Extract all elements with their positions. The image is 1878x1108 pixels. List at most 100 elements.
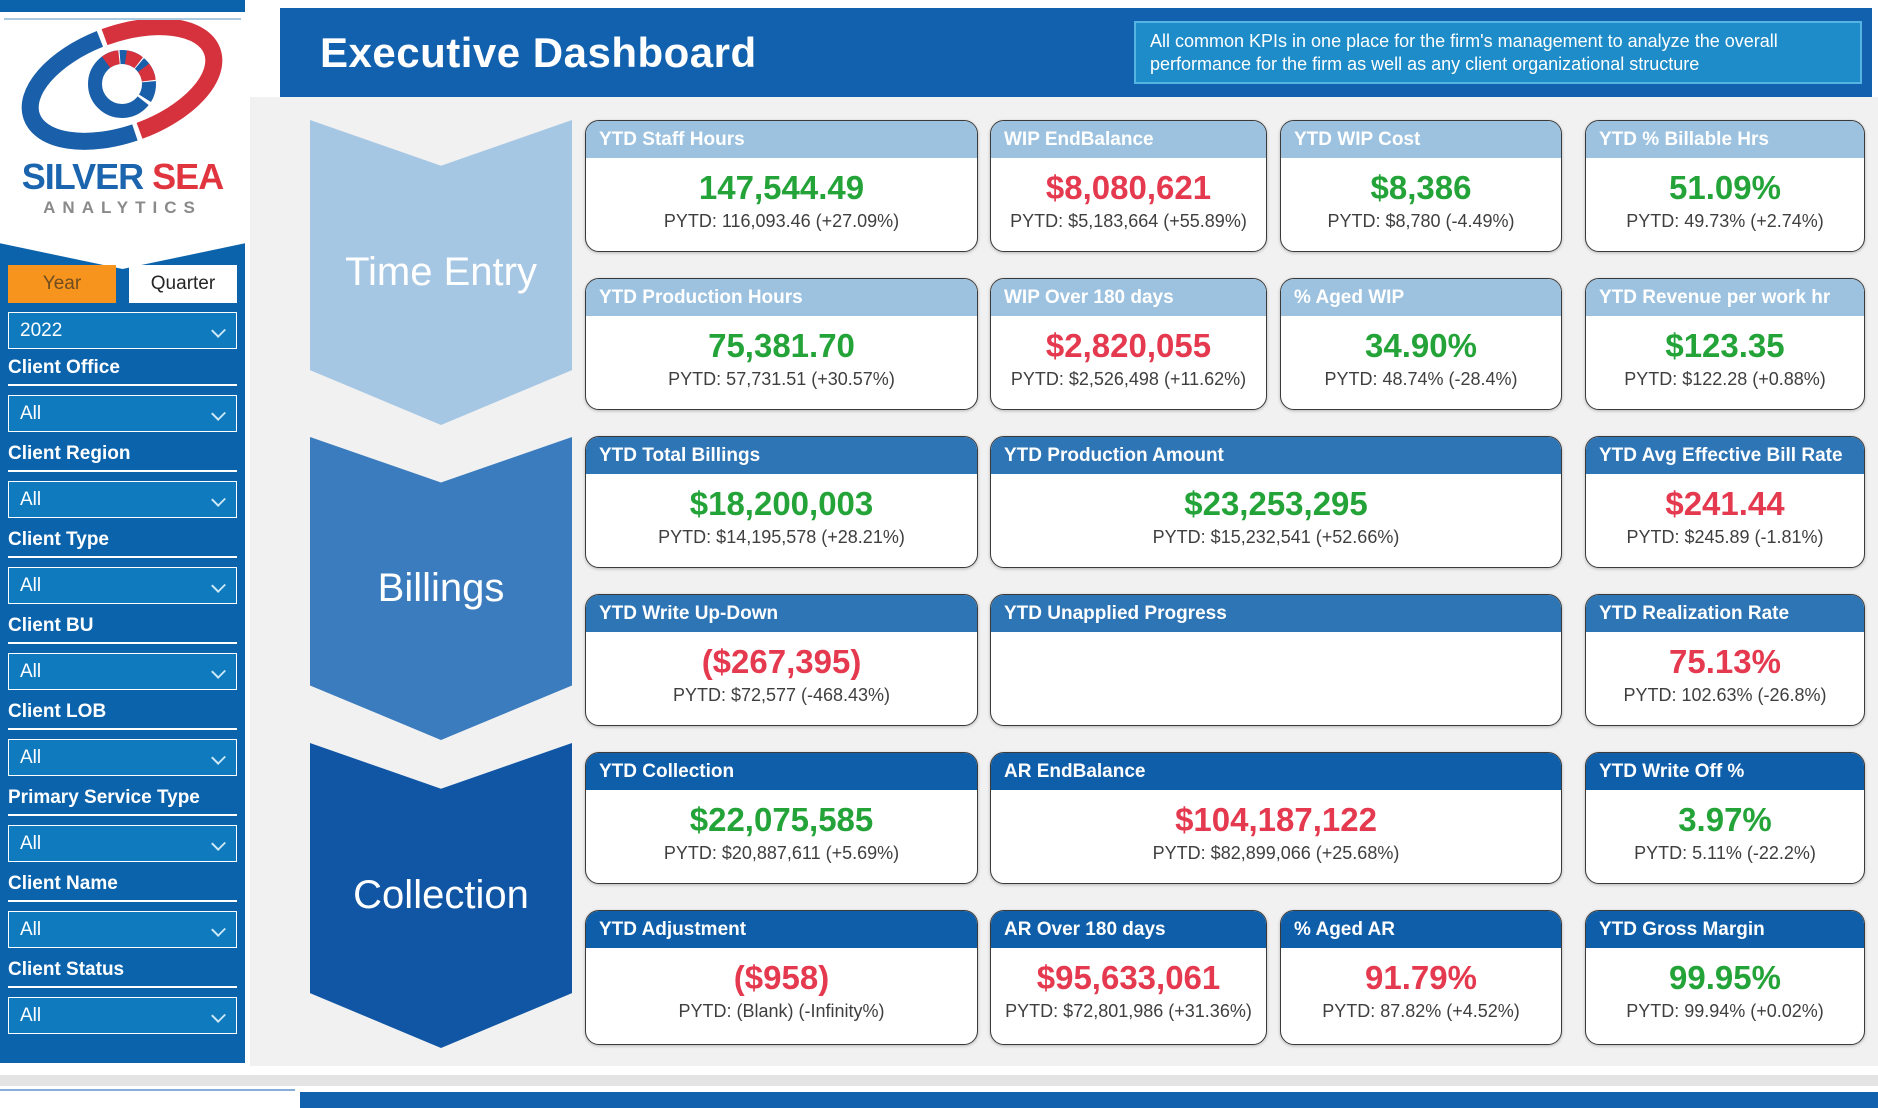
kpi-pytd: PYTD: 57,731.51 (+30.57%)	[668, 369, 895, 389]
kpi-card-title: YTD Staff Hours	[586, 121, 977, 158]
primary-service-type-dropdown[interactable]: All	[8, 825, 237, 862]
filter-label: Client LOB	[8, 701, 237, 730]
filter-label: Client Region	[8, 443, 237, 472]
filter-client-region: Client Region All	[8, 443, 237, 518]
next-page-header-bar	[300, 1092, 1878, 1108]
kpi-card-title: YTD Avg Effective Bill Rate	[1586, 437, 1864, 474]
kpi-value: $22,075,585	[689, 801, 874, 838]
kpi-card-ytd-write-off-pct: YTD Write Off % 3.97% PYTD: 5.11% (-22.2…	[1585, 752, 1865, 884]
section-label: Billings	[377, 566, 505, 610]
year-dropdown[interactable]: 2022	[8, 312, 237, 349]
chevron-down-icon	[211, 1008, 226, 1023]
kpi-card-title: YTD Write Up-Down	[586, 595, 977, 632]
kpi-card-ytd-revenue-per-work-hr: YTD Revenue per work hr $123.35 PYTD: $1…	[1585, 278, 1865, 410]
kpi-card-ytd-total-billings: YTD Total Billings $18,200,003 PYTD: $14…	[585, 436, 978, 568]
client-name-dropdown[interactable]: All	[8, 911, 237, 948]
kpi-pytd: PYTD: $5,183,664 (+55.89%)	[1010, 211, 1247, 231]
kpi-card-title: YTD Collection	[586, 753, 977, 790]
filter-client-bu: Client BU All	[8, 615, 237, 690]
kpi-pytd: PYTD: $20,887,611 (+5.69%)	[663, 843, 900, 863]
dropdown-value: All	[20, 832, 42, 854]
filter-label: Client Office	[8, 357, 237, 386]
kpi-card-title: YTD Revenue per work hr	[1586, 279, 1864, 316]
filter-client-status: Client Status All	[8, 959, 237, 1034]
kpi-value: $104,187,122	[1175, 801, 1377, 838]
kpi-card-pct-aged-wip: % Aged WIP 34.90% PYTD: 48.74% (-28.4%)	[1280, 278, 1562, 410]
kpi-card-title: % Aged AR	[1281, 911, 1561, 948]
kpi-pytd: PYTD: $82,899,066 (+25.68%)	[1152, 843, 1400, 863]
filter-client-type: Client Type All	[8, 529, 237, 604]
chevron-down-icon	[211, 750, 226, 765]
client-status-dropdown[interactable]: All	[8, 997, 237, 1034]
kpi-card-title: WIP EndBalance	[991, 121, 1266, 158]
section-banner-collection: Collection	[310, 743, 572, 1048]
kpi-value: $8,080,621	[1045, 169, 1212, 206]
chevron-down-icon	[211, 406, 226, 421]
dropdown-value: All	[20, 746, 42, 768]
kpi-card-ytd-staff-hours: YTD Staff Hours 147,544.49 PYTD: 116,093…	[585, 120, 978, 252]
kpi-pytd: PYTD: 99.94% (+0.02%)	[1626, 1001, 1824, 1021]
kpi-card-title: YTD Gross Margin	[1586, 911, 1864, 948]
period-toggle: Year Quarter	[8, 265, 237, 303]
brand-word-silver: SILVER	[21, 156, 144, 197]
kpi-value: ($958)	[733, 959, 830, 996]
kpi-card-ytd-production-hours: YTD Production Hours 75,381.70 PYTD: 57,…	[585, 278, 978, 410]
kpi-value: $95,633,061	[1036, 959, 1221, 996]
chevron-down-icon	[211, 578, 226, 593]
year-dropdown-value: 2022	[20, 319, 63, 341]
kpi-pytd: PYTD: $14,195,578 (+28.21%)	[658, 527, 905, 547]
client-office-dropdown[interactable]: All	[8, 395, 237, 432]
kpi-value: 51.09%	[1669, 169, 1781, 206]
year-toggle-button[interactable]: Year	[8, 265, 116, 303]
kpi-card-title: % Aged WIP	[1281, 279, 1561, 316]
filter-label: Client BU	[8, 615, 237, 644]
filter-label: Primary Service Type	[8, 787, 237, 816]
client-type-dropdown[interactable]: All	[8, 567, 237, 604]
sidebar-top-divider	[4, 18, 241, 20]
dropdown-value: All	[20, 574, 42, 596]
kpi-value: 34.90%	[1365, 327, 1477, 364]
kpi-pytd: PYTD: 48.74% (-28.4%)	[1324, 369, 1518, 389]
kpi-pytd: PYTD: $72,577 (-468.43%)	[672, 685, 891, 705]
kpi-value: ($267,395)	[701, 643, 862, 680]
kpi-value: 75.13%	[1669, 643, 1781, 680]
kpi-value: $18,200,003	[689, 485, 874, 522]
filter-client-lob: Client LOB All	[8, 701, 237, 776]
kpi-card-grid: YTD Staff Hours 147,544.49 PYTD: 116,093…	[585, 120, 1865, 1045]
client-region-dropdown[interactable]: All	[8, 481, 237, 518]
client-lob-dropdown[interactable]: All	[8, 739, 237, 776]
quarter-toggle-button[interactable]: Quarter	[129, 265, 237, 303]
filter-label: Client Name	[8, 873, 237, 902]
kpi-pytd: PYTD: 49.73% (+2.74%)	[1626, 211, 1824, 231]
kpi-card-ytd-unapplied-progress: YTD Unapplied Progress	[990, 594, 1562, 726]
next-page-sidebar-top-line	[0, 1089, 295, 1091]
chevron-down-icon	[211, 664, 226, 679]
filter-client-name: Client Name All	[8, 873, 237, 948]
kpi-pytd: PYTD: $15,232,541 (+52.66%)	[1152, 527, 1400, 547]
brand-subtitle: ANALYTICS	[43, 198, 202, 217]
chevron-down-icon	[211, 922, 226, 937]
kpi-card-pct-aged-ar: % Aged AR 91.79% PYTD: 87.82% (+4.52%)	[1280, 910, 1562, 1045]
chevron-down-icon	[211, 323, 226, 338]
filter-label: Client Type	[8, 529, 237, 558]
kpi-value: $241.44	[1665, 485, 1785, 522]
kpi-card-title: YTD Unapplied Progress	[991, 595, 1561, 632]
filter-primary-service-type: Primary Service Type All	[8, 787, 237, 862]
kpi-value: $8,386	[1370, 169, 1472, 206]
kpi-card-ytd-production-amount: YTD Production Amount $23,253,295 PYTD: …	[990, 436, 1562, 568]
filter-sidebar: SILVER SEA ANALYTICS Year Quarter 2022 C…	[0, 0, 245, 1063]
header-bar: Executive Dashboard All common KPIs in o…	[280, 8, 1872, 97]
kpi-card-title: YTD WIP Cost	[1281, 121, 1561, 158]
filter-label: Client Status	[8, 959, 237, 988]
client-bu-dropdown[interactable]: All	[8, 653, 237, 690]
kpi-card-ytd-avg-effective-bill-rate: YTD Avg Effective Bill Rate $241.44 PYTD…	[1585, 436, 1865, 568]
kpi-card-title: AR Over 180 days	[991, 911, 1266, 948]
kpi-pytd: PYTD: 102.63% (-26.8%)	[1623, 685, 1827, 705]
kpi-pytd: PYTD: $245.89 (-1.81%)	[1626, 527, 1824, 547]
section-label: Collection	[353, 873, 529, 917]
kpi-value: 99.95%	[1669, 959, 1781, 996]
kpi-pytd: PYTD: $8,780 (-4.49%)	[1327, 211, 1515, 231]
kpi-card-title: YTD Adjustment	[586, 911, 977, 948]
brand-word-sea: SEA	[152, 156, 224, 197]
